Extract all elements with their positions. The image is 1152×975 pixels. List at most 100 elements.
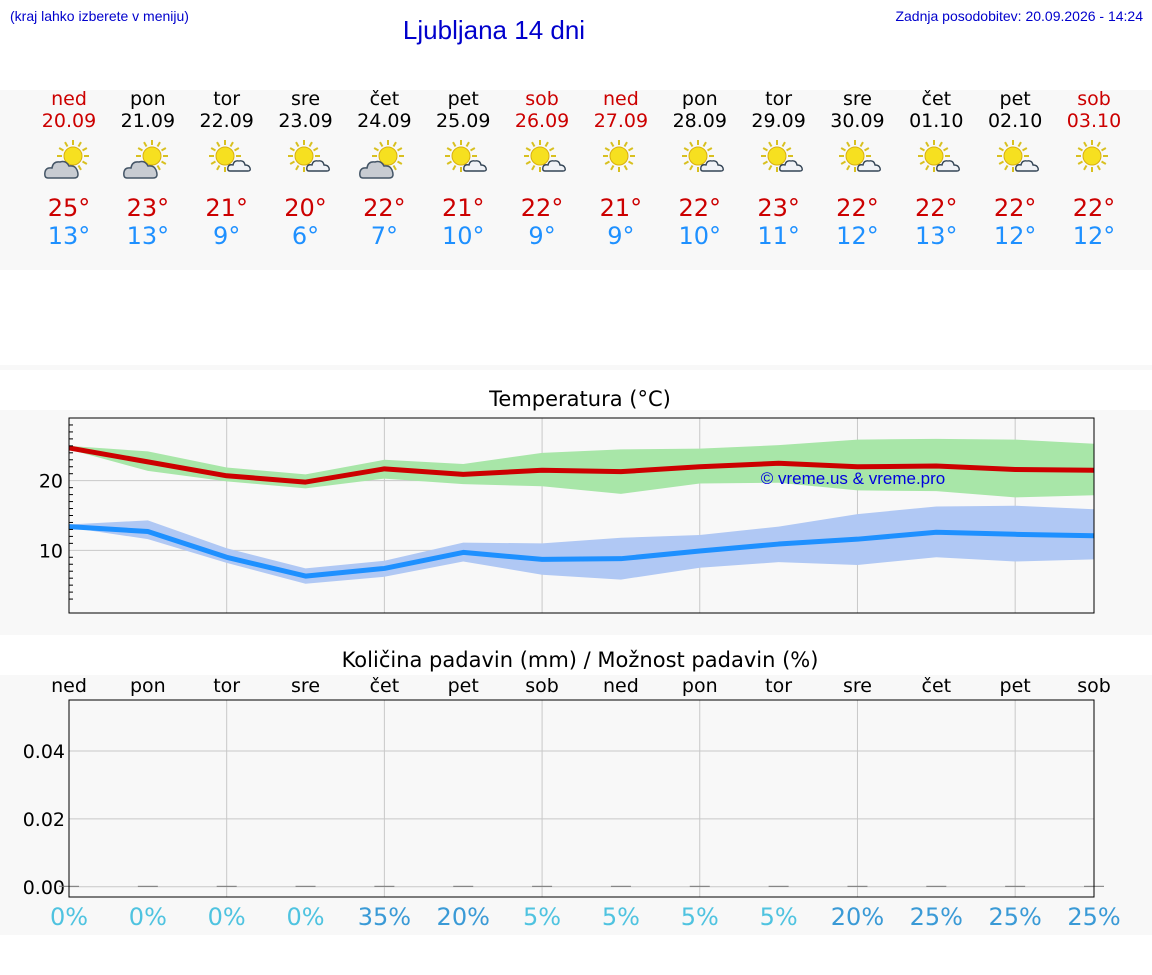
precipitation-day-labels: ned pon tor sre čet pet sob ned pon tor sre čet pet s… bbox=[0, 675, 1152, 697]
sun-small-cloud-icon bbox=[287, 140, 330, 172]
day-column: sob 26.09 22° 9° bbox=[492, 88, 592, 250]
page-title: Ljubljana 14 dni bbox=[402, 15, 586, 45]
precipitation-probability: 5% bbox=[601, 903, 640, 931]
max-temperature-point bbox=[1014, 469, 1016, 471]
day-name: sob bbox=[525, 88, 559, 110]
min-temperature-point bbox=[1014, 533, 1016, 535]
sun-small-cloud-icon bbox=[208, 140, 251, 172]
cloud-shape bbox=[463, 160, 488, 172]
max-temperature-line bbox=[68, 445, 1095, 485]
day-date: 27.09 bbox=[593, 110, 649, 132]
min-temperature: 13° bbox=[47, 222, 91, 250]
day-name: pon bbox=[129, 88, 166, 110]
partly-cloudy-heavy-icon bbox=[122, 140, 168, 179]
day-column: pet 02.10 22° 12° bbox=[965, 88, 1065, 250]
precipitation-probability: 35% bbox=[357, 903, 412, 931]
min-temperature-point bbox=[778, 543, 780, 545]
day-name: tor bbox=[213, 88, 241, 110]
min-temperature: 9° bbox=[607, 222, 635, 250]
day-date: 20.09 bbox=[41, 110, 97, 132]
min-temperature: 7° bbox=[370, 222, 399, 250]
last-updated: Zadnja posodobitev: 20.09.2026 - 14:24 bbox=[895, 8, 1143, 24]
day-name: pon bbox=[681, 88, 718, 110]
sun-small-cloud-icon bbox=[918, 140, 961, 172]
max-temperature: 22° bbox=[678, 194, 722, 222]
day-name: ned bbox=[603, 88, 639, 110]
sun-shape bbox=[524, 140, 557, 172]
x-tick-label: pet bbox=[999, 675, 1031, 697]
precipitation-bar bbox=[1005, 885, 1026, 887]
sun-small-cloud-icon bbox=[760, 140, 803, 172]
min-temperature: 11° bbox=[757, 222, 800, 250]
sun-shape bbox=[681, 140, 714, 172]
day-date: 01.10 bbox=[909, 110, 964, 132]
day-column: pon 21.09 23° 13° bbox=[98, 88, 198, 250]
day-date: 03.10 bbox=[1066, 110, 1122, 132]
max-temperature: 22° bbox=[915, 194, 958, 222]
min-temperature-point bbox=[935, 531, 937, 533]
x-tick-label: tor bbox=[213, 675, 241, 697]
max-temperature-point bbox=[541, 469, 543, 471]
day-date: 26.09 bbox=[514, 110, 570, 132]
x-tick-label: ned bbox=[51, 675, 87, 697]
precipitation-probability: 25% bbox=[1067, 903, 1121, 931]
day-column: pon 28.09 22° 10° bbox=[650, 88, 750, 250]
day-date: 21.09 bbox=[120, 110, 176, 132]
precipitation-bar bbox=[453, 885, 474, 887]
sun-small-cloud-icon bbox=[524, 140, 567, 172]
x-tick-label: tor bbox=[765, 675, 793, 697]
day-column: sob 03.10 22° 12° bbox=[1044, 88, 1144, 250]
x-tick-label: pet bbox=[447, 675, 479, 697]
cloud-shape bbox=[226, 160, 251, 172]
day-date: 28.09 bbox=[672, 110, 727, 132]
max-temperature: 22° bbox=[1072, 194, 1116, 222]
sun-small-cloud-icon bbox=[997, 140, 1040, 172]
min-temperature: 13° bbox=[126, 222, 170, 250]
max-temperature: 22° bbox=[836, 194, 879, 222]
day-date: 25.09 bbox=[436, 110, 491, 132]
plot-area bbox=[69, 700, 1094, 897]
y-tick-label: 0.02 bbox=[23, 809, 65, 831]
day-date: 29.09 bbox=[751, 110, 806, 132]
min-temperature: 12° bbox=[1072, 222, 1116, 250]
max-temperature-range-band bbox=[69, 438, 1094, 498]
precipitation-bar bbox=[295, 885, 316, 887]
cloud-shape bbox=[542, 160, 567, 172]
precipitation-probability: 20% bbox=[830, 903, 885, 931]
max-temperature: 21° bbox=[599, 194, 643, 222]
max-temperature-point bbox=[147, 461, 149, 463]
day-name: čet bbox=[921, 88, 952, 110]
forecast-strip-background bbox=[0, 90, 1152, 270]
x-tick-label: čet bbox=[921, 675, 952, 697]
day-name: ned bbox=[51, 88, 87, 110]
x-tick-label: pon bbox=[129, 675, 166, 697]
max-temperature-point bbox=[226, 475, 228, 477]
precipitation-bar bbox=[689, 885, 710, 887]
max-temperature: 23° bbox=[126, 194, 170, 222]
temperature-chart-title: Temperatura (°C) bbox=[489, 387, 671, 411]
precipitation-bar bbox=[374, 885, 395, 887]
y-tick-label: 20 bbox=[39, 471, 63, 493]
min-temperature: 12° bbox=[993, 222, 1037, 250]
x-tick-label: čet bbox=[369, 675, 400, 697]
cloud-shape bbox=[699, 160, 724, 172]
precipitation-probability: 5% bbox=[523, 903, 562, 931]
max-temperature: 22° bbox=[363, 194, 406, 222]
sun-shape bbox=[839, 140, 872, 172]
precipitation-bar bbox=[532, 885, 553, 887]
max-temperature-point bbox=[935, 465, 937, 467]
min-temperature-point bbox=[541, 558, 543, 560]
day-name: pet bbox=[447, 88, 479, 110]
precipitation-bar bbox=[610, 885, 631, 887]
cloud-shape bbox=[936, 160, 961, 172]
max-temperature-point bbox=[620, 471, 622, 473]
max-temperature: 22° bbox=[520, 194, 564, 222]
sun-small-cloud-icon bbox=[445, 140, 488, 172]
partly-cloudy-heavy-icon bbox=[359, 140, 405, 179]
day-column: čet 24.09 22° 7° bbox=[334, 88, 434, 250]
day-date: 24.09 bbox=[357, 110, 412, 132]
precipitation-probability: 0% bbox=[128, 903, 167, 931]
precipitation-probability: 5% bbox=[759, 903, 798, 931]
